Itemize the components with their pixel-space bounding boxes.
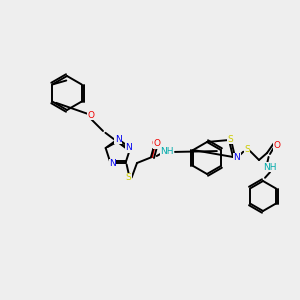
Text: N: N xyxy=(115,134,122,143)
Text: S: S xyxy=(126,173,131,182)
Text: O: O xyxy=(154,140,160,148)
Text: NH: NH xyxy=(263,163,277,172)
Text: N: N xyxy=(234,154,240,163)
Text: O: O xyxy=(152,139,158,148)
Text: O: O xyxy=(274,142,280,151)
Text: O: O xyxy=(88,110,94,119)
Text: NH: NH xyxy=(160,148,174,157)
Text: N: N xyxy=(125,143,132,152)
Text: S: S xyxy=(244,146,250,154)
Text: S: S xyxy=(227,134,233,143)
Text: N: N xyxy=(109,159,116,168)
